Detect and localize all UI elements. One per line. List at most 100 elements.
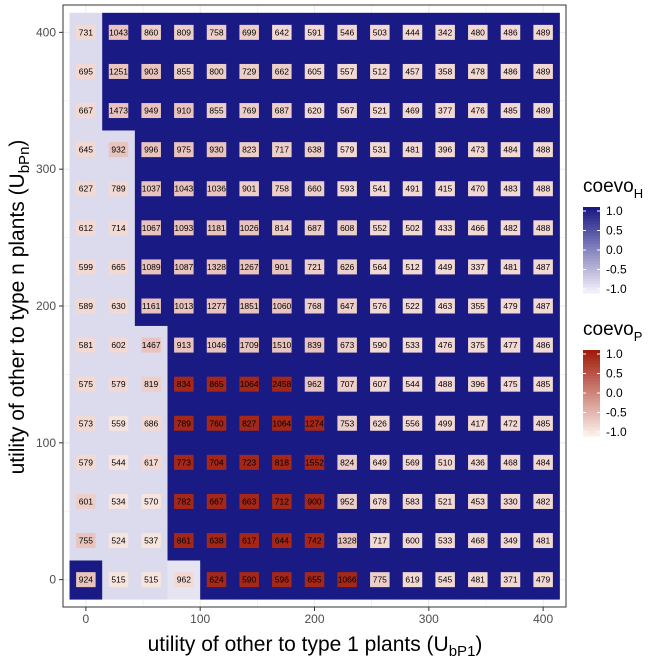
coevo-p-box [337,572,357,588]
coevo-p-box [337,454,357,470]
cell-value-label: 620 [307,106,321,116]
coevo-p-box [533,259,553,275]
coevo-p-box [402,454,423,470]
coevo-p-box [370,63,390,79]
cell-value-label: 645 [79,145,93,155]
x-axis-title: utility of other to type 1 plants (UbP1) [148,633,483,660]
coevo-p-box [76,376,96,392]
cell-value-label: 552 [373,223,387,233]
coevo-p-box [435,337,455,353]
legend-coevo-h-bar-segment [583,241,600,245]
coevo-p-box [141,493,161,509]
cell-value-label: 485 [503,106,517,116]
cell-value-label: 515 [144,575,158,585]
cell-value-label: 1064 [272,418,291,428]
cell-value-label: 482 [503,223,517,233]
coevo-p-box [533,142,553,158]
coevo-p-box [304,181,325,197]
coevo-p-box [141,415,161,431]
coevo-p-box [272,493,292,509]
coevo-p-box [206,259,227,275]
cell-value-label: 707 [340,379,354,389]
cell-value-label: 760 [209,418,223,428]
coevo-p-box [272,63,292,79]
coevo-p-box [76,493,96,509]
coevo-p-box [304,337,325,353]
cell-value-label: 1473 [109,106,128,116]
coevo-p-box [533,181,553,197]
cell-value-label: 1277 [207,301,226,311]
cell-value-label: 545 [438,575,452,585]
coevo-p-box [304,572,325,588]
cell-value-label: 860 [144,27,158,37]
legend-coevo-h-tick-label: 0.0 [606,243,623,257]
coevo-p-box [500,103,521,119]
cell-value-label: 1064 [240,379,259,389]
coevo-p-box [468,454,488,470]
coevo-p-box [239,181,259,197]
cell-value-label: 742 [307,536,321,546]
coevo-p-box [174,454,194,470]
cell-value-label: 537 [144,536,158,546]
coevo-p-box [239,454,259,470]
cell-value-label: 660 [307,184,321,194]
legend-coevo-h-bar-segment [583,284,600,288]
cell-value-label: 377 [438,106,452,116]
coevo-p-box [206,376,227,392]
coevo-p-box [174,181,194,197]
coevo-p-box [500,220,521,236]
coevo-p-box [108,103,129,119]
coevo-p-box [370,533,390,549]
cell-value-label: 2458 [272,379,291,389]
axes: 0 100 200 300 400 0 100 200 300 400 [36,4,567,626]
coevo-p-box [500,415,521,431]
cell-value-label: 865 [209,379,223,389]
cell-value-label: 758 [275,184,289,194]
y-tick-label: 100 [36,436,56,450]
cell-value-label: 396 [438,145,452,155]
coevo-p-box [533,24,553,40]
coevo-p-box [206,454,227,470]
cell-value-label: 663 [242,496,256,506]
cell-value-label: 769 [242,106,256,116]
cell-value-label: 814 [275,223,289,233]
coevo-p-box [304,493,325,509]
coevo-p-box [76,533,96,549]
cell-value-label: 480 [471,27,485,37]
legend-coevo-p-bar-segment [583,424,600,428]
cell-value-label: 638 [307,145,321,155]
cell-value-label: 599 [79,262,93,272]
cell-value-label: 463 [438,301,452,311]
legend-coevo-p-bar-segment [583,398,600,403]
coevo-p-box [402,142,423,158]
coevo-p-box [533,103,553,119]
coevo-p-box [272,533,292,549]
cell-value-label: 546 [340,27,354,37]
cell-value-label: 483 [503,184,517,194]
coevo-p-box [500,454,521,470]
coevo-p-box [337,533,357,549]
cell-value-label: 570 [144,496,158,506]
cell-value-label: 579 [340,145,354,155]
legend-coevo-p-bar-segment [583,350,600,354]
cell-value-label: 484 [536,457,550,467]
cell-value-label: 487 [536,301,550,311]
coevo-p-box [337,298,357,314]
legend-coevo-p-tick-label: -1.0 [606,425,627,439]
cell-value-label: 624 [209,575,223,585]
cell-value-label: 717 [275,145,289,155]
coevo-p-box [108,142,129,158]
cell-value-label: 729 [242,66,256,76]
cell-value-label: 782 [177,496,191,506]
coevo-p-box [435,493,455,509]
cell-value-label: 579 [79,457,93,467]
cell-value-label: 731 [79,27,93,37]
coevo-p-box [239,337,259,353]
coevo-p-box [468,142,488,158]
coevo-p-box [370,142,390,158]
cell-value-label: 486 [536,340,550,350]
cell-value-label: 665 [111,262,125,272]
cell-value-label: 723 [242,457,256,467]
cell-value-label: 721 [307,262,321,272]
coevo-p-box [500,181,521,197]
